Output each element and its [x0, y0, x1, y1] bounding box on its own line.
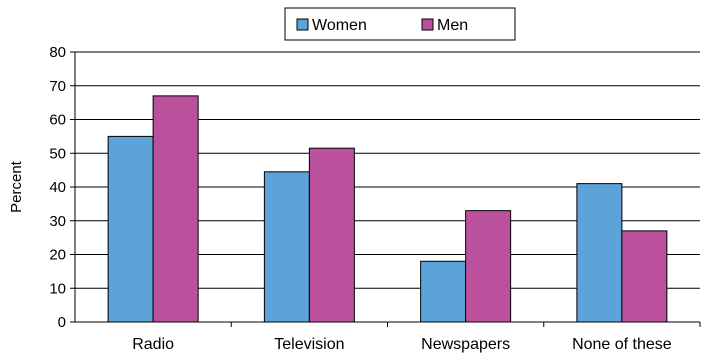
y-tick-label: 70	[49, 78, 66, 95]
bar-women-newspapers	[420, 260, 467, 323]
x-category-label: Newspapers	[421, 336, 510, 353]
y-tick-label: 10	[49, 280, 66, 297]
bar-men-radio	[152, 95, 199, 323]
y-tick-label: 0	[58, 314, 66, 331]
legend: Women Men	[284, 7, 516, 41]
bar-women-radio	[107, 135, 154, 323]
y-tick-label: 40	[49, 179, 66, 196]
x-category-label: Radio	[132, 336, 174, 353]
y-tick-label: 30	[49, 213, 66, 230]
x-category-label: Television	[274, 336, 344, 353]
legend-swatch-women	[296, 18, 309, 31]
y-axis-title: Percent	[8, 160, 25, 213]
bar-men-newspapers	[465, 210, 512, 323]
y-ticks: 0 10 20 30 40 50 60 70 80	[49, 44, 75, 331]
bar-men-television	[308, 147, 355, 323]
y-tick-label: 20	[49, 247, 66, 264]
bars	[107, 95, 668, 323]
x-category-label: None of these	[572, 336, 672, 353]
y-tick-label: 60	[49, 112, 66, 129]
legend-swatch-men	[421, 18, 434, 31]
legend-label-women: Women	[312, 17, 367, 34]
bar-women-none-of-these	[576, 183, 623, 323]
y-tick-label: 80	[49, 44, 66, 61]
legend-label-men: Men	[437, 17, 468, 34]
bar-women-television	[263, 171, 310, 323]
y-tick-label: 50	[49, 145, 66, 162]
legend-box	[284, 7, 516, 41]
bar-men-none-of-these	[621, 230, 668, 323]
x-labels: Radio Television Newspapers None of these	[132, 322, 701, 353]
